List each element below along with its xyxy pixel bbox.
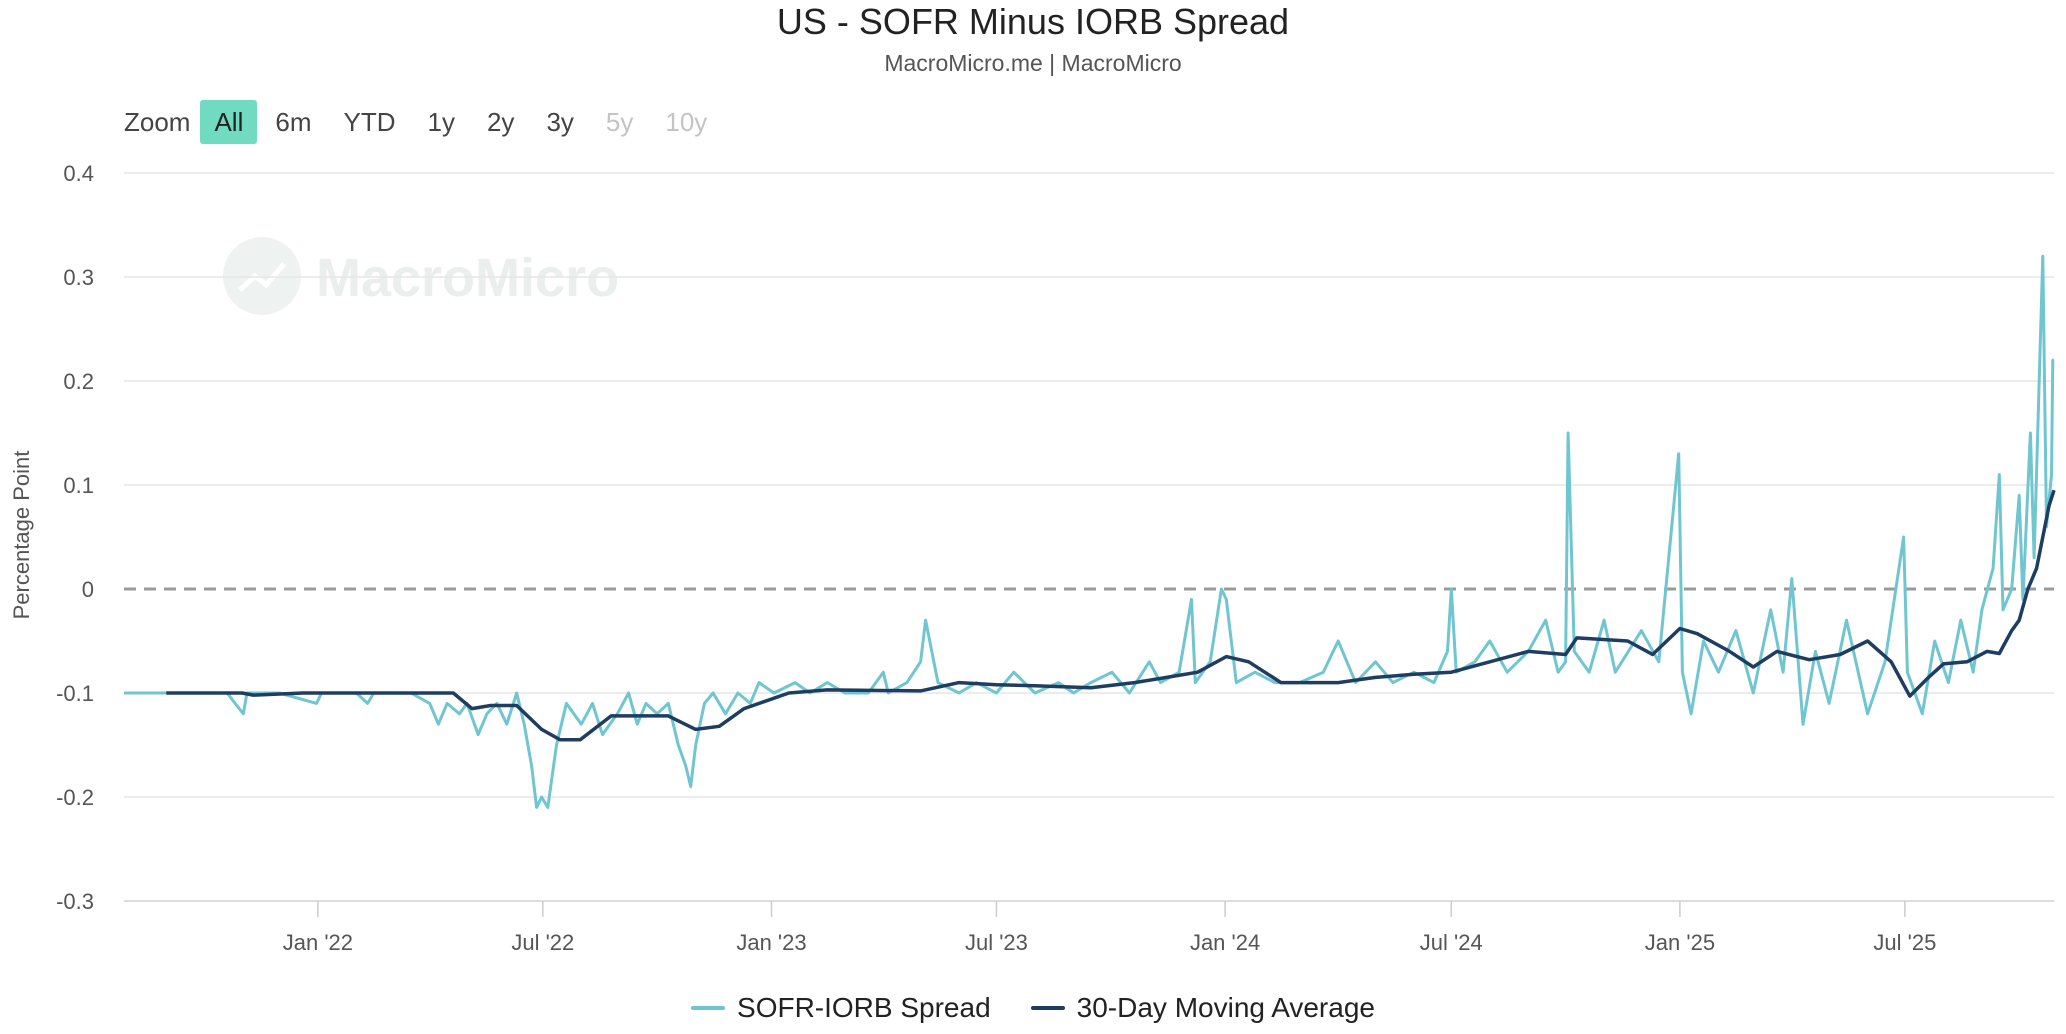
- x-tick-label: Jul '24: [1420, 930, 1483, 955]
- y-tick-label: 0.4: [63, 161, 94, 186]
- series-line-spread[interactable]: [124, 254, 2055, 809]
- logo-trend-icon: [238, 262, 286, 292]
- x-axis: Jan '22 Jul '22 Jan '23 Jul '23 Jan '24 Jul '…: [124, 900, 2054, 955]
- legend-swatch-moving-average: [1030, 1006, 1065, 1010]
- series-group: [124, 254, 2056, 809]
- y-axis: -0.3 -0.2 -0.1 0 0.1 0.2 0.3 0.4: [56, 161, 94, 914]
- zoom-label: Zoom: [124, 106, 191, 137]
- zoom-2y-button[interactable]: 2y: [486, 107, 515, 137]
- y-tick-label: -0.1: [56, 681, 94, 706]
- zoom-3y-button[interactable]: 3y: [546, 107, 574, 137]
- zoom-6m-button[interactable]: 6m: [275, 107, 312, 137]
- watermark-text: MacroMicro: [316, 248, 619, 308]
- y-tick-label: -0.3: [56, 889, 94, 914]
- legend-swatch-spread: [691, 1006, 726, 1010]
- zoom-1y-button[interactable]: 1y: [427, 107, 455, 137]
- chart-title: US - SOFR Minus IORB Spread: [776, 1, 1290, 42]
- y-tick-label: 0.2: [63, 369, 94, 394]
- y-tick-label: 0: [82, 577, 94, 602]
- legend-label-moving-average: 30-Day Moving Average: [1076, 992, 1375, 1023]
- chart-subtitle: MacroMicro.me | MacroMicro: [884, 50, 1182, 76]
- y-tick-label: 0.1: [63, 473, 94, 498]
- legend-item-spread[interactable]: SOFR-IORB Spread: [691, 992, 991, 1024]
- chart-plot[interactable]: MacroMicro -0.3 -0.2 -0.1 0 0.1 0.2 0.3 0.4 Jan…: [0, 0, 2066, 980]
- zoom-ytd-button[interactable]: YTD: [343, 107, 396, 137]
- zoom-toolbar: Zoom All 6m YTD 1y 2y 3y 5y 10y: [124, 100, 725, 144]
- x-tick-label: Jan '25: [1645, 930, 1715, 955]
- y-axis-label: Percentage Point: [9, 451, 34, 620]
- zoom-10y-button: 10y: [665, 107, 708, 137]
- watermark: MacroMicro: [223, 237, 619, 315]
- y-tick-label: -0.2: [56, 785, 94, 810]
- macromicro-logo-icon: [223, 237, 301, 315]
- legend-label-spread: SOFR-IORB Spread: [737, 992, 991, 1023]
- zoom-5y-button: 5y: [605, 107, 634, 137]
- zoom-all-button[interactable]: All: [200, 100, 258, 144]
- x-tick-label: Jan '24: [1190, 930, 1260, 955]
- x-tick-label: Jul '25: [1873, 930, 1936, 955]
- legend: SOFR-IORB Spread 30-Day Moving Average: [0, 992, 2066, 1024]
- legend-item-moving-average[interactable]: 30-Day Moving Average: [1030, 992, 1375, 1024]
- y-tick-label: 0.3: [63, 265, 94, 290]
- series-line-moving-average[interactable]: [166, 489, 2056, 742]
- x-tick-label: Jan '22: [283, 930, 353, 955]
- x-tick-label: Jan '23: [736, 930, 806, 955]
- x-tick-label: Jul '22: [511, 930, 574, 955]
- x-tick-label: Jul '23: [965, 930, 1028, 955]
